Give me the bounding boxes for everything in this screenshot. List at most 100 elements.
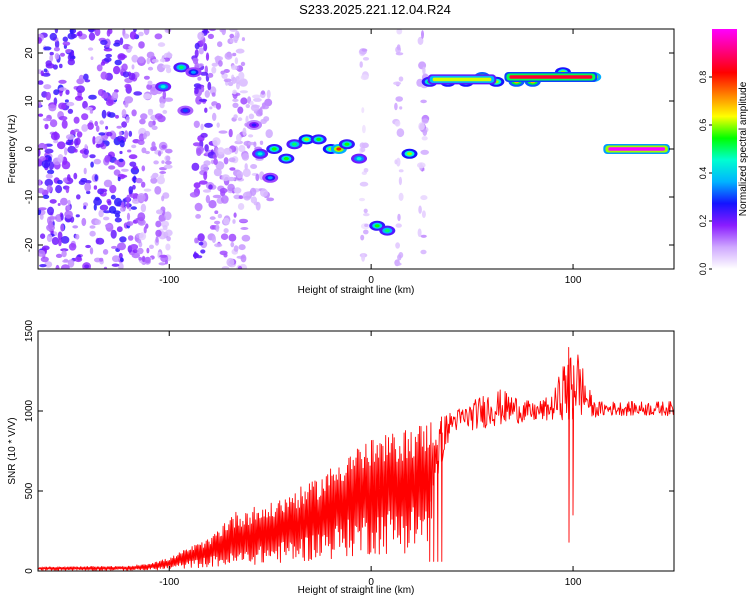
noise-speckle: [89, 109, 94, 114]
noise-speckle: [38, 187, 45, 194]
noise-speckle: [115, 114, 119, 119]
x-tick-label: 0: [368, 577, 374, 588]
noise-speckle: [192, 57, 199, 65]
noise-speckle: [398, 169, 404, 173]
noise-speckle: [93, 197, 102, 206]
feature-core: [291, 142, 297, 146]
noise-speckle: [212, 154, 217, 160]
noise-speckle: [67, 108, 74, 114]
noise-speckle: [137, 247, 144, 255]
noise-speckle: [78, 74, 85, 83]
noise-speckle: [54, 29, 59, 34]
noise-speckle: [93, 203, 97, 211]
noise-speckle: [65, 89, 70, 95]
noise-speckle: [155, 229, 162, 237]
noise-speckle: [89, 247, 94, 255]
noise-speckle: [232, 98, 239, 102]
noise-speckle: [394, 120, 401, 127]
noise-speckle: [214, 210, 219, 214]
noise-speckle: [122, 43, 131, 50]
noise-speckle: [58, 87, 67, 91]
noise-speckle: [237, 203, 245, 210]
noise-speckle: [266, 197, 275, 202]
noise-speckle: [204, 107, 208, 113]
noise-speckle: [105, 125, 109, 130]
noise-speckle: [203, 171, 208, 180]
noise-speckle: [420, 249, 427, 255]
noise-speckle: [137, 56, 145, 64]
noise-speckle: [39, 264, 47, 268]
noise-speckle: [239, 218, 248, 223]
noise-speckle: [204, 65, 208, 74]
noise-speckle: [111, 263, 120, 267]
noise-speckle: [75, 214, 80, 218]
noise-speckle: [104, 223, 112, 228]
noise-speckle: [234, 140, 243, 145]
noise-speckle: [396, 157, 401, 167]
noise-speckle: [420, 195, 428, 201]
noise-speckle: [90, 161, 94, 168]
noise-speckle: [164, 211, 172, 221]
feature-core: [316, 137, 322, 141]
noise-speckle: [198, 63, 204, 67]
noise-speckle: [165, 148, 173, 154]
snr-plot-area: [38, 347, 674, 571]
noise-speckle: [422, 128, 428, 136]
snr-x-axis-label: Height of straight line (km): [298, 585, 415, 596]
noise-speckle: [49, 119, 58, 128]
noise-speckle: [264, 98, 273, 107]
noise-speckle: [259, 140, 264, 145]
noise-speckle: [119, 139, 125, 148]
noise-speckle: [223, 69, 230, 73]
noise-speckle: [46, 234, 53, 242]
noise-speckle: [60, 248, 69, 252]
noise-speckle: [223, 147, 233, 155]
noise-speckle: [194, 87, 199, 95]
noise-speckle: [64, 210, 73, 219]
noise-speckle: [57, 154, 64, 163]
noise-speckle: [360, 74, 369, 81]
noise-speckle: [396, 29, 403, 35]
noise-speckle: [145, 150, 150, 155]
noise-speckle: [421, 118, 429, 124]
noise-speckle: [420, 99, 427, 104]
noise-speckle: [135, 177, 143, 184]
noise-speckle: [155, 236, 159, 243]
feature-core: [257, 152, 263, 156]
noise-speckle: [65, 141, 72, 145]
noise-speckle: [39, 156, 46, 161]
noise-speckle: [159, 58, 166, 63]
noise-speckle: [128, 72, 136, 81]
noise-speckle: [421, 30, 424, 39]
noise-speckle: [235, 75, 240, 85]
noise-speckle: [192, 253, 199, 258]
noise-speckle: [119, 236, 127, 243]
noise-speckle: [98, 209, 104, 218]
noise-speckle: [146, 57, 151, 65]
noise-speckle: [396, 44, 401, 51]
noise-speckle: [228, 233, 237, 242]
noise-speckle: [60, 52, 65, 57]
noise-speckle: [205, 52, 210, 61]
noise-speckle: [61, 119, 68, 129]
noise-speckle: [43, 68, 48, 73]
feature-core: [283, 157, 289, 161]
noise-speckle: [236, 133, 242, 143]
noise-speckle: [212, 137, 221, 146]
noise-speckle: [205, 195, 211, 204]
noise-speckle: [44, 178, 54, 187]
noise-speckle: [86, 190, 91, 195]
noise-speckle: [215, 161, 225, 170]
noise-speckle: [202, 189, 212, 193]
noise-speckle: [233, 114, 238, 119]
noise-speckle: [203, 29, 208, 33]
noise-speckle: [94, 29, 101, 37]
noise-speckle: [108, 206, 117, 214]
noise-speckle: [42, 194, 50, 199]
noise-speckle: [253, 141, 257, 148]
noise-speckle: [207, 72, 214, 78]
noise-speckle: [44, 148, 54, 154]
noise-speckle: [116, 226, 123, 233]
noise-speckle: [207, 81, 212, 91]
